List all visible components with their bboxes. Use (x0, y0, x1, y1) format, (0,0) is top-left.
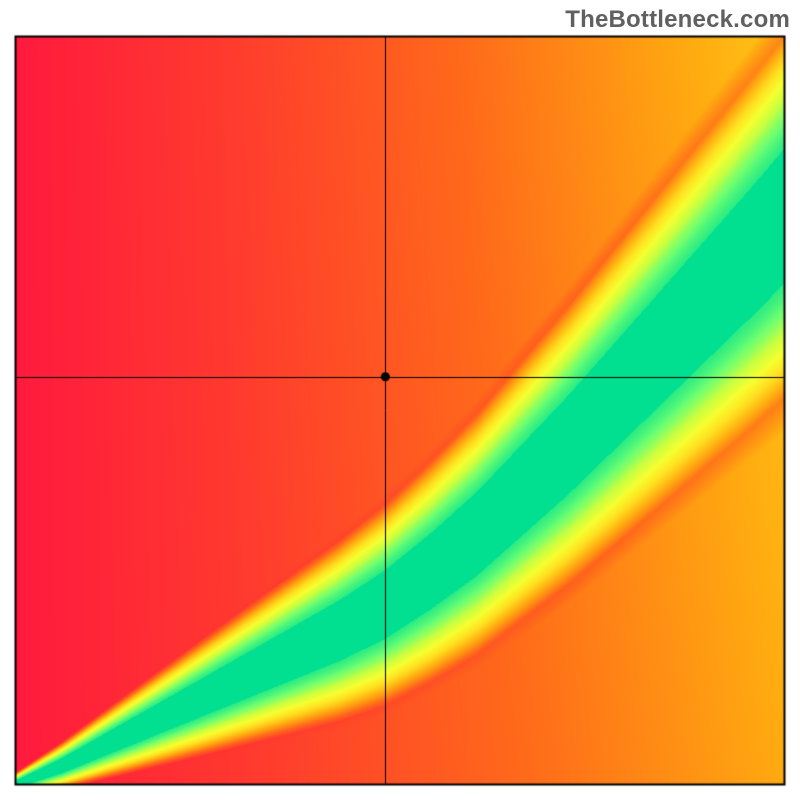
watermark-text: TheBottleneck.com (565, 6, 790, 34)
chart-container: TheBottleneck.com (0, 0, 800, 800)
heatmap-canvas (0, 0, 800, 800)
